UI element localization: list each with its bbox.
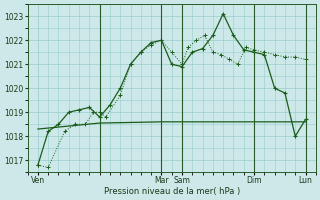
X-axis label: Pression niveau de la mer( hPa ): Pression niveau de la mer( hPa ) bbox=[104, 187, 240, 196]
